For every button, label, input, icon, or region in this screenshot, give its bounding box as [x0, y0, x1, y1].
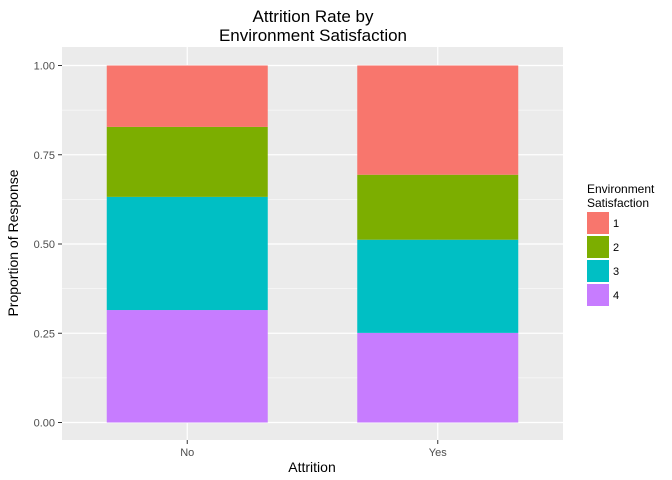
- x-axis-title: Attrition: [288, 459, 335, 475]
- legend-label: 4: [613, 290, 619, 302]
- bar-no-level-1: [106, 65, 268, 127]
- bar-yes-level-4: [357, 332, 519, 423]
- x-axis: No Yes: [180, 440, 447, 459]
- x-tick-label: No: [180, 447, 194, 459]
- bar-yes-level-2: [357, 174, 519, 240]
- legend-title-line-1: Environment: [587, 182, 655, 196]
- bar-no-level-3: [106, 196, 268, 311]
- chart-title-line-2: Environment Satisfaction: [219, 26, 407, 45]
- y-tick-label: 1.00: [34, 61, 55, 73]
- y-axis-title: Proportion of Response: [5, 169, 21, 316]
- y-tick-label: 0.50: [34, 239, 55, 251]
- legend-key-4: [587, 284, 609, 306]
- chart-title-line-1: Attrition Rate by: [253, 7, 374, 26]
- legend-key-2: [587, 236, 609, 258]
- legend: 1 2 3 4: [587, 212, 619, 306]
- y-tick-label: 0.00: [34, 418, 55, 430]
- legend-key-1: [587, 212, 609, 234]
- legend-key-3: [587, 260, 609, 282]
- y-axis: 0.00 0.25 0.50 0.75 1.00: [34, 61, 62, 430]
- bar-yes-level-1: [357, 65, 519, 175]
- y-tick-label: 0.75: [34, 150, 55, 162]
- legend-label: 3: [613, 266, 619, 278]
- bars: [106, 65, 519, 423]
- bar-no-level-4: [106, 310, 268, 423]
- legend-label: 2: [613, 242, 619, 254]
- bar-yes-level-3: [357, 239, 519, 333]
- x-tick-label: Yes: [429, 447, 447, 459]
- legend-title-line-2: Satisfaction: [587, 196, 649, 210]
- y-tick-label: 0.25: [34, 328, 55, 340]
- bar-no-level-2: [106, 126, 268, 197]
- legend-label: 1: [613, 218, 619, 230]
